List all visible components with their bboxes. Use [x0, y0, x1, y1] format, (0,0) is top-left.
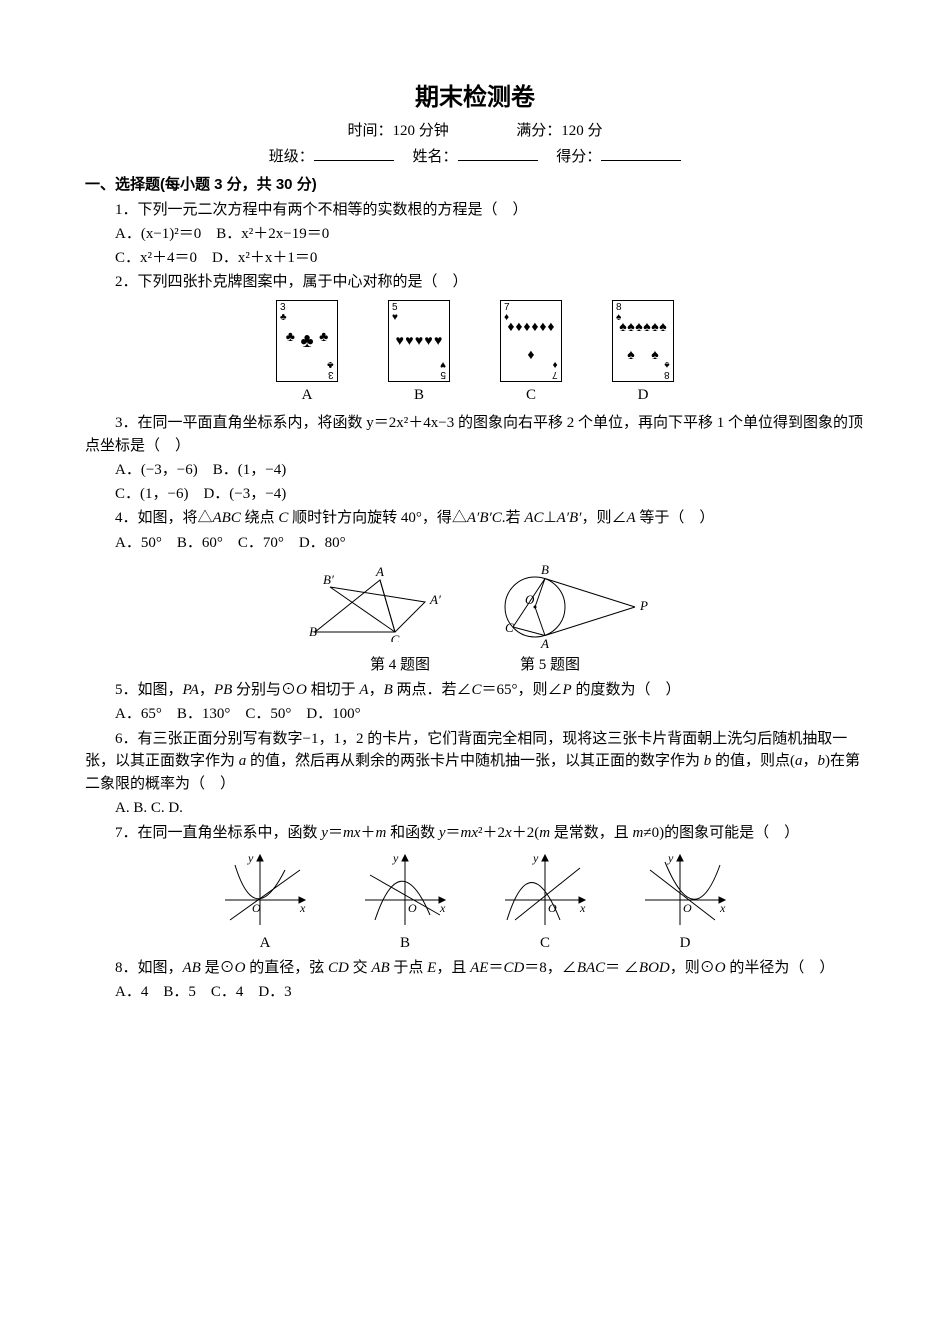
- fig4-caption: 第 4 题图: [370, 654, 430, 677]
- svg-text:O: O: [252, 901, 261, 915]
- q1-opt-cd: C．x²＋4＝0 D．x²＋x＋1＝0: [85, 247, 865, 270]
- svg-text:P: P: [639, 598, 648, 613]
- q4-q5-figures: A B C A′ B′ B A C O P: [85, 562, 865, 652]
- student-info-line: 班级： 姓名： 得分：: [85, 145, 865, 169]
- exam-title: 期末检测卷: [85, 80, 865, 116]
- svg-text:A′: A′: [429, 592, 441, 607]
- svg-text:O: O: [548, 901, 557, 915]
- figure-q4: A B C A′ B′: [295, 562, 445, 642]
- card-label-a: A: [276, 384, 338, 407]
- svg-text:O: O: [408, 901, 417, 915]
- mark-label: 得分：: [556, 149, 601, 165]
- q1-stem: 1．下列一元二次方程中有两个不相等的实数根的方程是（ ）: [85, 199, 865, 222]
- graph-a: O x y: [215, 850, 315, 930]
- graph-label-b: B: [355, 932, 455, 955]
- q7-stem: 7．在同一直角坐标系中，函数 y＝mx＋m 和函数 y＝mx²＋2x＋2(m 是…: [85, 822, 865, 845]
- q5-stem: 5．如图，PA，PB 分别与⊙O 相切于 A，B 两点．若∠C＝65°，则∠P …: [85, 679, 865, 702]
- card-a: 3♣ ♣♣♣ 3♣: [276, 300, 338, 382]
- svg-text:y: y: [667, 851, 674, 865]
- card-c: 7♦ ♦♦♦♦♦♦♦ 7♦: [500, 300, 562, 382]
- card-label-c: C: [500, 384, 562, 407]
- q2-stem: 2．下列四张扑克牌图案中，属于中心对称的是（ ）: [85, 271, 865, 294]
- graph-label-a: A: [215, 932, 315, 955]
- q6-stem: 6．有三张正面分别写有数字−1，1，2 的卡片，它们背面完全相同，现将这三张卡片…: [85, 728, 865, 796]
- name-blank[interactable]: [458, 145, 538, 161]
- svg-text:O: O: [683, 901, 692, 915]
- q8-options: A．4 B．5 C．4 D．3: [85, 981, 865, 1004]
- q2-cards: 3♣ ♣♣♣ 3♣ 5♥ ♥♥♥♥♥ 5♥ 7♦ ♦♦♦♦♦♦♦ 7♦ 8♠ ♠…: [85, 300, 865, 382]
- svg-text:C: C: [505, 620, 514, 635]
- svg-text:x: x: [439, 901, 446, 915]
- svg-text:x: x: [719, 901, 726, 915]
- svg-text:B′: B′: [323, 572, 334, 587]
- score-label: 满分：: [516, 123, 561, 139]
- svg-text:C: C: [391, 632, 400, 642]
- svg-text:O: O: [525, 592, 535, 607]
- svg-text:y: y: [247, 851, 254, 865]
- graph-b: O x y: [355, 850, 455, 930]
- fig5-caption: 第 5 题图: [520, 654, 580, 677]
- card-b: 5♥ ♥♥♥♥♥ 5♥: [388, 300, 450, 382]
- svg-text:A: A: [540, 636, 549, 651]
- q4-options: A．50° B．60° C．70° D．80°: [85, 532, 865, 555]
- card-label-b: B: [388, 384, 450, 407]
- figure-q5: B A C O P: [485, 562, 655, 652]
- q3-opt-cd: C．(1，−6) D．(−3，−4): [85, 483, 865, 506]
- graph-label-c: C: [495, 932, 595, 955]
- graph-d: O x y: [635, 850, 735, 930]
- q1-opt-ab: A．(x−1)²＝0 B．x²＋2x−19＝0: [85, 223, 865, 246]
- section-1-heading: 一、选择题(每小题 3 分，共 30 分): [85, 174, 865, 197]
- svg-text:y: y: [392, 851, 399, 865]
- svg-text:y: y: [532, 851, 539, 865]
- name-label: 姓名：: [412, 149, 457, 165]
- q3-stem: 3．在同一平面直角坐标系内，将函数 y＝2x²＋4x−3 的图象向右平移 2 个…: [85, 412, 865, 457]
- svg-text:B: B: [541, 562, 549, 577]
- time-score-line: 时间：120 分钟 满分：120 分: [85, 120, 865, 143]
- score-value: 120 分: [561, 123, 602, 139]
- q8-stem: 8．如图，AB 是⊙O 的直径，弦 CD 交 AB 于点 E，且 AE＝CD＝8…: [85, 957, 865, 980]
- card-d: 8♠ ♠♠♠♠♠♠♠♠ 8♠: [612, 300, 674, 382]
- svg-text:x: x: [579, 901, 586, 915]
- svg-text:A: A: [375, 564, 384, 579]
- time-label: 时间：: [347, 123, 392, 139]
- time-value: 120 分钟: [392, 123, 448, 139]
- q6-options: A. B. C. D.: [85, 797, 865, 820]
- q4-stem: 4．如图，将△ABC 绕点 C 顺时针方向旋转 40°，得△A′B′C.若 AC…: [85, 507, 865, 530]
- class-label: 班级：: [269, 149, 314, 165]
- graph-c: O x y: [495, 850, 595, 930]
- class-blank[interactable]: [314, 145, 394, 161]
- q4-q5-captions: 第 4 题图 第 5 题图: [85, 654, 865, 677]
- q3-opt-ab: A．(−3，−6) B．(1，−4): [85, 459, 865, 482]
- q2-card-labels: A B C D: [85, 384, 865, 407]
- card-label-d: D: [612, 384, 674, 407]
- graph-label-d: D: [635, 932, 735, 955]
- q5-options: A．65° B．130° C．50° D．100°: [85, 703, 865, 726]
- mark-blank[interactable]: [601, 145, 681, 161]
- svg-text:x: x: [299, 901, 306, 915]
- q7-graphs: O x y O x y O x y O: [85, 850, 865, 930]
- q7-graph-labels: A B C D: [85, 932, 865, 955]
- svg-text:B: B: [309, 624, 317, 639]
